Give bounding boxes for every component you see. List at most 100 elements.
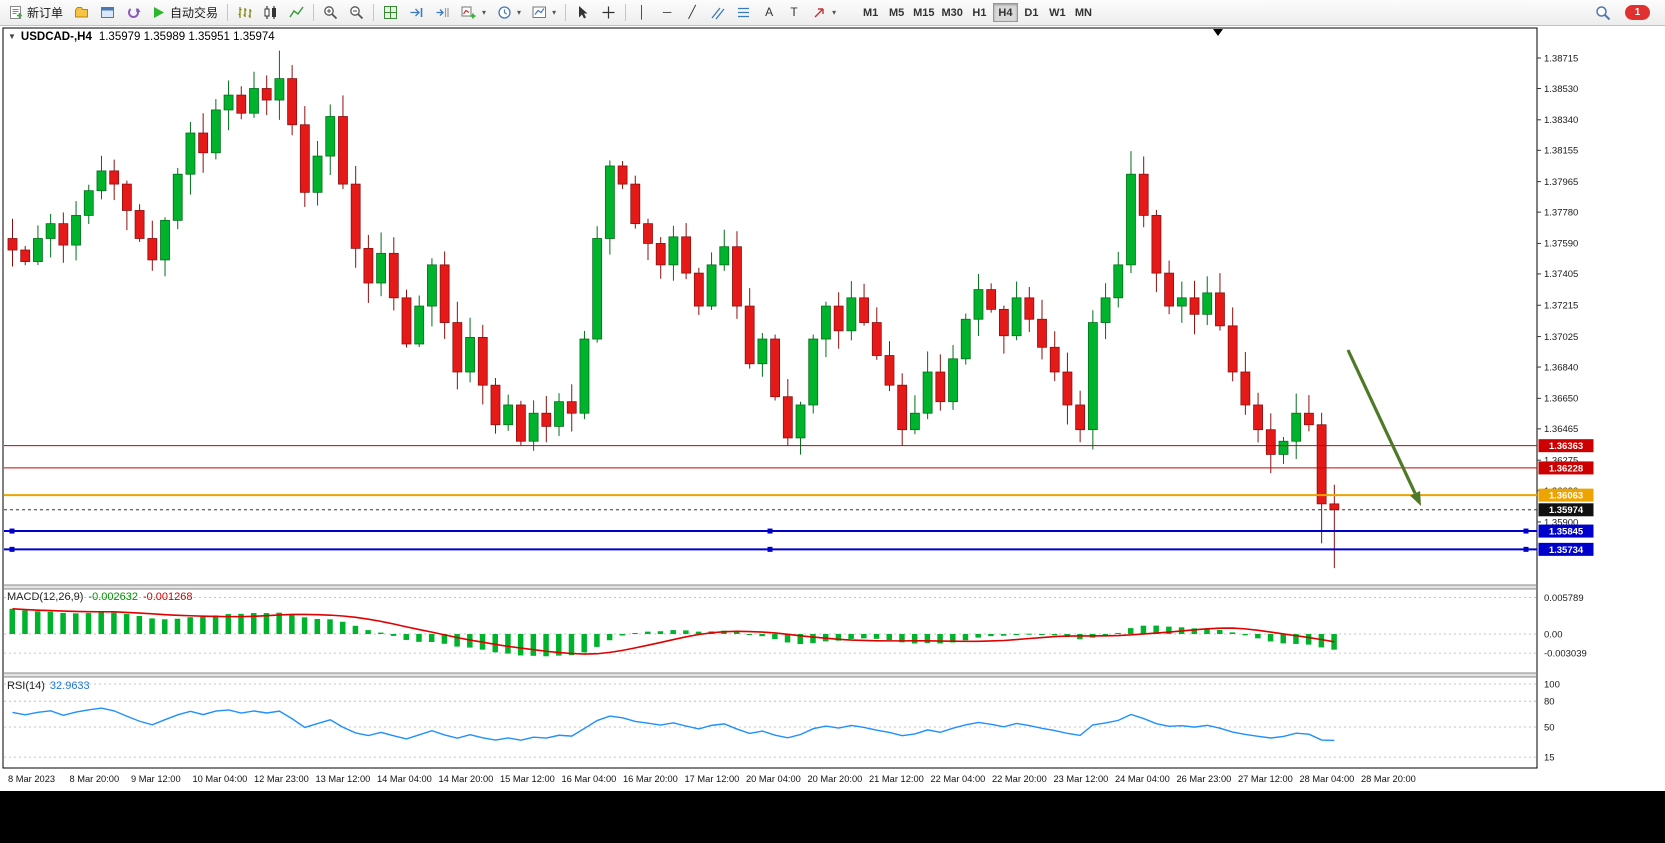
macd-histogram-bar — [416, 634, 422, 642]
time-axis[interactable] — [0, 769, 1537, 789]
chart-symbol-period: USDCAD-,H4 — [20, 31, 92, 43]
shapes-tool-button[interactable]: ▾ — [807, 2, 841, 23]
time-axis-label: 27 Mar 12:00 — [1238, 774, 1293, 784]
new-order-button[interactable]: 新订单 — [3, 2, 68, 23]
fibonacci-icon — [738, 7, 750, 18]
zoom-out-button[interactable] — [344, 2, 369, 23]
candle — [859, 297, 869, 323]
macd-histogram-bar — [492, 634, 498, 653]
macd-histogram-bar — [136, 615, 143, 634]
candle — [1138, 173, 1149, 216]
horizontal-line-tool-button[interactable]: ─ — [655, 2, 679, 23]
candle — [630, 183, 641, 225]
candle — [782, 396, 793, 439]
tile-grid-icon — [384, 6, 398, 19]
macd-histogram-bar — [848, 634, 854, 639]
timeframe-W1-button[interactable]: W1 — [1045, 3, 1070, 22]
chart-shift-button[interactable] — [430, 2, 455, 23]
crosshair-tool-button[interactable] — [596, 2, 621, 23]
candle — [1215, 292, 1225, 327]
timeframe-H4-button[interactable]: H4 — [992, 3, 1018, 22]
time-axis-label: 8 Mar 2023 — [8, 774, 55, 784]
bar-chart-type-button[interactable] — [232, 2, 257, 23]
toolbar-separator — [373, 4, 375, 21]
annotation-arrow-head[interactable] — [1410, 490, 1421, 506]
line-handle[interactable] — [1523, 528, 1529, 534]
macd-histogram-bar — [85, 613, 92, 634]
text-tool-button[interactable]: A — [757, 2, 781, 23]
candle — [1329, 503, 1340, 511]
auto-trading-button[interactable]: 自动交易 — [147, 2, 223, 23]
timeframe-M1-button[interactable]: M1 — [858, 3, 883, 22]
candle — [1316, 424, 1327, 505]
tile-windows-button[interactable] — [378, 2, 403, 23]
trendline-tool-button[interactable]: ╱ — [680, 2, 704, 23]
macd-histogram-bar — [645, 631, 651, 634]
rsi-line — [12, 707, 1335, 742]
line-handle[interactable] — [9, 546, 15, 552]
timeframe-D1-button[interactable]: D1 — [1019, 3, 1044, 22]
new-chart-button[interactable]: ▾ — [456, 2, 491, 23]
periods-button[interactable]: ▾ — [492, 2, 526, 23]
line-handle[interactable] — [1523, 546, 1529, 552]
timeframe-H1-button[interactable]: H1 — [967, 3, 992, 22]
chart-ohlc-quote: 1.35979 1.35989 1.35951 1.35974 — [98, 31, 275, 43]
candlestick-icon — [264, 6, 277, 19]
macd-histogram-bar — [784, 634, 791, 643]
profiles-button[interactable] — [69, 2, 94, 23]
charts-window-button[interactable] — [95, 2, 120, 23]
search-button[interactable] — [1590, 2, 1616, 23]
horizontal-line-icon: ─ — [662, 5, 672, 19]
label-tool-button[interactable]: T — [782, 2, 806, 23]
refresh-button[interactable] — [121, 2, 146, 23]
rsi-name: RSI(14) — [7, 680, 45, 692]
macd-histogram-bar — [861, 634, 867, 639]
panel-splitter[interactable] — [4, 585, 1536, 589]
timeframe-MN-button[interactable]: MN — [1071, 3, 1096, 22]
candle — [541, 412, 552, 427]
time-axis-label: 14 Mar 20:00 — [439, 774, 494, 784]
timeframe-M5-button[interactable]: M5 — [884, 3, 909, 22]
cursor-icon — [579, 6, 588, 19]
channel-tool-button[interactable] — [705, 2, 730, 23]
annotation-arrow[interactable] — [1346, 349, 1417, 494]
candle — [223, 94, 234, 111]
notification-badge[interactable]: 1 — [1625, 5, 1650, 20]
timeframe-M15-button[interactable]: M15 — [910, 3, 937, 22]
fibonacci-tool-button[interactable] — [731, 2, 756, 23]
refresh-icon — [128, 7, 141, 18]
candle — [452, 322, 463, 373]
vertical-line-icon: │ — [638, 5, 646, 19]
vertical-line-tool-button[interactable]: │ — [630, 2, 654, 23]
templates-button[interactable]: ▾ — [527, 2, 561, 23]
zoom-in-button[interactable] — [318, 2, 343, 23]
macd-histogram-bar — [365, 630, 371, 634]
line-handle[interactable] — [767, 528, 773, 534]
price-badge-label: 1.36063 — [1549, 491, 1583, 502]
macd-histogram-bar — [111, 612, 117, 634]
line-chart-type-button[interactable] — [284, 2, 309, 23]
timeframe-M30-button[interactable]: M30 — [939, 3, 966, 22]
line-handle[interactable] — [767, 546, 773, 552]
line-handle[interactable] — [9, 528, 15, 534]
time-axis-label: 17 Mar 12:00 — [685, 774, 740, 784]
candle — [7, 238, 18, 251]
chart-shift-marker[interactable] — [1213, 29, 1223, 36]
candle — [363, 247, 374, 284]
candle — [528, 412, 539, 442]
clock-icon — [498, 6, 511, 19]
price-badge — [1538, 542, 1594, 556]
auto-scroll-button[interactable] — [404, 2, 429, 23]
macd-histogram-bar — [835, 634, 842, 641]
panel-splitter[interactable] — [4, 673, 1536, 677]
candle — [1075, 404, 1086, 431]
rsi-axis-label: 15 — [1544, 752, 1555, 763]
macd-histogram-bar — [73, 613, 79, 634]
cursor-tool-button[interactable] — [570, 2, 595, 23]
candlestick-chart-type-button[interactable] — [258, 2, 283, 23]
candle — [643, 223, 653, 244]
one-click-trading-toggle[interactable]: ▼ — [8, 32, 16, 41]
macd-histogram-bar — [962, 634, 969, 641]
macd-histogram-bar — [1280, 634, 1286, 644]
